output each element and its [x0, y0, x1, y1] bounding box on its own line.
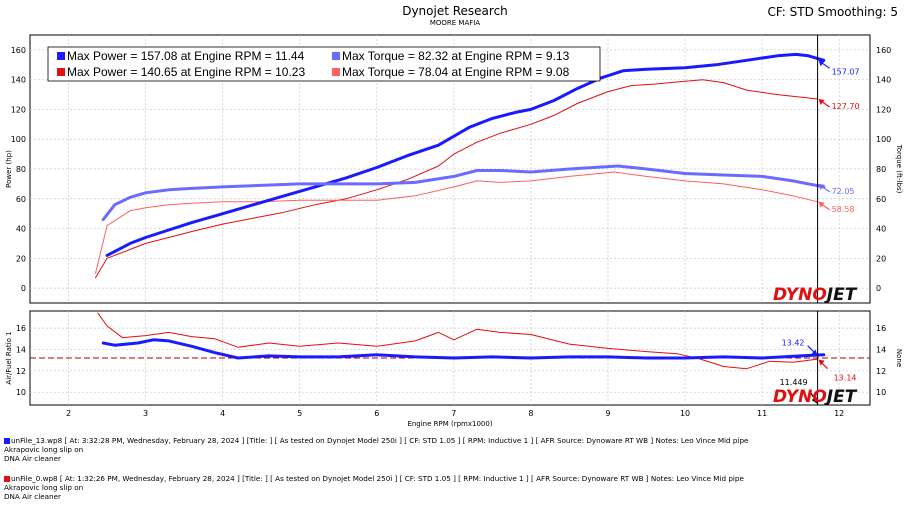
- dyno-chart: 0 20 40 60 80 100 120 140 160 0 20 40 60 80 100 120 140 1…: [5, 34, 903, 428]
- legend-box: [47, 46, 601, 82]
- y-tick-label-left: 16: [16, 324, 26, 333]
- cursor-arrowhead: [818, 60, 825, 67]
- y-axis-label-left: Air/Fuel Ratio 1: [5, 331, 13, 384]
- cursor-arrowhead: [811, 349, 818, 356]
- cursor-value-label: 72.05: [832, 187, 855, 196]
- y-tick-label-left: 40: [16, 225, 26, 234]
- x-tick-label: 2: [66, 409, 71, 418]
- cursor-arrowhead: [818, 359, 825, 366]
- run-info-1: unFile_13.wp8 [ At: 3:32:28 PM, Wednesda…: [4, 436, 894, 463]
- x-tick-label: 11: [757, 409, 767, 418]
- cursor-value-label: 127.70: [832, 102, 860, 111]
- cursor-value-label: 13.42: [782, 339, 805, 348]
- y-axis-label-right: None: [895, 349, 903, 367]
- legend-entry-label: Max Torque = 82.32 at Engine RPM = 9.13: [342, 49, 570, 63]
- dynojet-logo: DYNOJET: [773, 285, 858, 305]
- y-tick-label-left: 14: [16, 345, 26, 354]
- cursor-arrowhead: [818, 99, 825, 106]
- power-torque-torque-series-3: [95, 171, 819, 274]
- y-tick-label-left: 12: [16, 367, 26, 376]
- run-line-1: unFile_13.wp8 [ At: 3:32:28 PM, Wednesda…: [11, 436, 749, 445]
- legend-entry-label: Max Power = 140.65 at Engine RPM = 10.23: [67, 65, 305, 79]
- run-line-3: DNA Air cleaner: [4, 454, 61, 463]
- power-torque-torque-series-1: [101, 164, 826, 222]
- x-tick-label: 12: [834, 409, 844, 418]
- y-tick-label-right: 100: [876, 135, 891, 144]
- y-axis-label-right: Torque (ft-lbs): [895, 144, 903, 194]
- run-line-2: Akrapovic long slip on: [4, 445, 84, 454]
- legend-swatch: [57, 52, 65, 60]
- x-tick-label: 8: [528, 409, 533, 418]
- legend-entry-label: Max Power = 157.08 at Engine RPM = 11.44: [67, 49, 305, 63]
- y-tick-label-right: 14: [876, 345, 886, 354]
- y-tick-label-left: 140: [11, 76, 26, 85]
- run-line-2: Akrapovic long slip on: [4, 483, 84, 492]
- chart-subtitle: MOORE MAFIA: [429, 19, 481, 27]
- power-torque-power-series-2: [95, 79, 819, 279]
- logo-text: DYNOJET: [773, 285, 858, 305]
- y-tick-label-right: 0: [876, 284, 881, 293]
- air-fuel-afr-series-1: [97, 312, 819, 370]
- run-line-1: unFile_0.wp8 [ At: 1:32:26 PM, Wednesday…: [11, 474, 744, 483]
- correction-factor-label: CF: STD Smoothing: 5: [767, 5, 898, 19]
- y-tick-label-right: 40: [876, 225, 886, 234]
- legend-swatch: [57, 68, 65, 76]
- y-tick-label-left: 120: [11, 105, 26, 114]
- cursor-value-label: 157.07: [832, 67, 860, 76]
- x-tick-label: 4: [220, 409, 225, 418]
- x-tick-label: 9: [605, 409, 610, 418]
- y-tick-label-left: 80: [16, 165, 26, 174]
- logo-text: DYNOJET: [773, 387, 858, 407]
- cursor-arrowhead: [818, 201, 825, 208]
- legend-swatch: [332, 68, 340, 76]
- y-tick-label-right: 16: [876, 324, 886, 333]
- y-tick-label-right: 20: [876, 254, 886, 263]
- run-color-marker: [4, 476, 10, 482]
- air-fuel-afr-series-0: [101, 338, 826, 360]
- y-tick-label-left: 20: [16, 254, 26, 263]
- run-color-marker: [4, 438, 10, 444]
- y-tick-label-right: 60: [876, 195, 886, 204]
- y-tick-label-right: 12: [876, 367, 886, 376]
- y-tick-label-left: 60: [16, 195, 26, 204]
- y-axis-label-left: Power (hp): [5, 150, 13, 188]
- x-axis-label: Engine RPM (rpmx1000): [407, 420, 492, 428]
- y-tick-label-right: 140: [876, 76, 891, 85]
- x-tick-label: 10: [680, 409, 690, 418]
- y-tick-label-right: 160: [876, 46, 891, 55]
- cursor-value-label: 58.58: [832, 205, 855, 214]
- run-info-2: unFile_0.wp8 [ At: 1:32:26 PM, Wednesday…: [4, 474, 894, 501]
- y-tick-label-left: 10: [16, 388, 26, 397]
- power-torque-power-series-0: [105, 52, 826, 257]
- x-tick-label: 5: [297, 409, 302, 418]
- run-line-3: DNA Air cleaner: [4, 492, 61, 501]
- y-tick-label-right: 80: [876, 165, 886, 174]
- y-tick-label-right: 10: [876, 388, 886, 397]
- cursor-value-label: 13.14: [834, 374, 857, 383]
- x-tick-label: 6: [374, 409, 379, 418]
- cursor-value-label: 11.449: [780, 378, 808, 387]
- x-tick-label: 7: [451, 409, 456, 418]
- y-tick-label-right: 120: [876, 105, 891, 114]
- y-tick-label-left: 160: [11, 46, 26, 55]
- legend-entry-label: Max Torque = 78.04 at Engine RPM = 9.08: [342, 65, 570, 79]
- y-tick-label-left: 0: [21, 284, 26, 293]
- y-tick-label-left: 100: [11, 135, 26, 144]
- dynojet-logo: DYNOJET: [773, 387, 858, 407]
- cursor-arrowhead: [818, 183, 825, 190]
- x-tick-label: 3: [143, 409, 148, 418]
- legend-swatch: [332, 52, 340, 60]
- cursor-arrowhead: [811, 397, 818, 404]
- chart-title: Dynojet Research: [402, 4, 508, 18]
